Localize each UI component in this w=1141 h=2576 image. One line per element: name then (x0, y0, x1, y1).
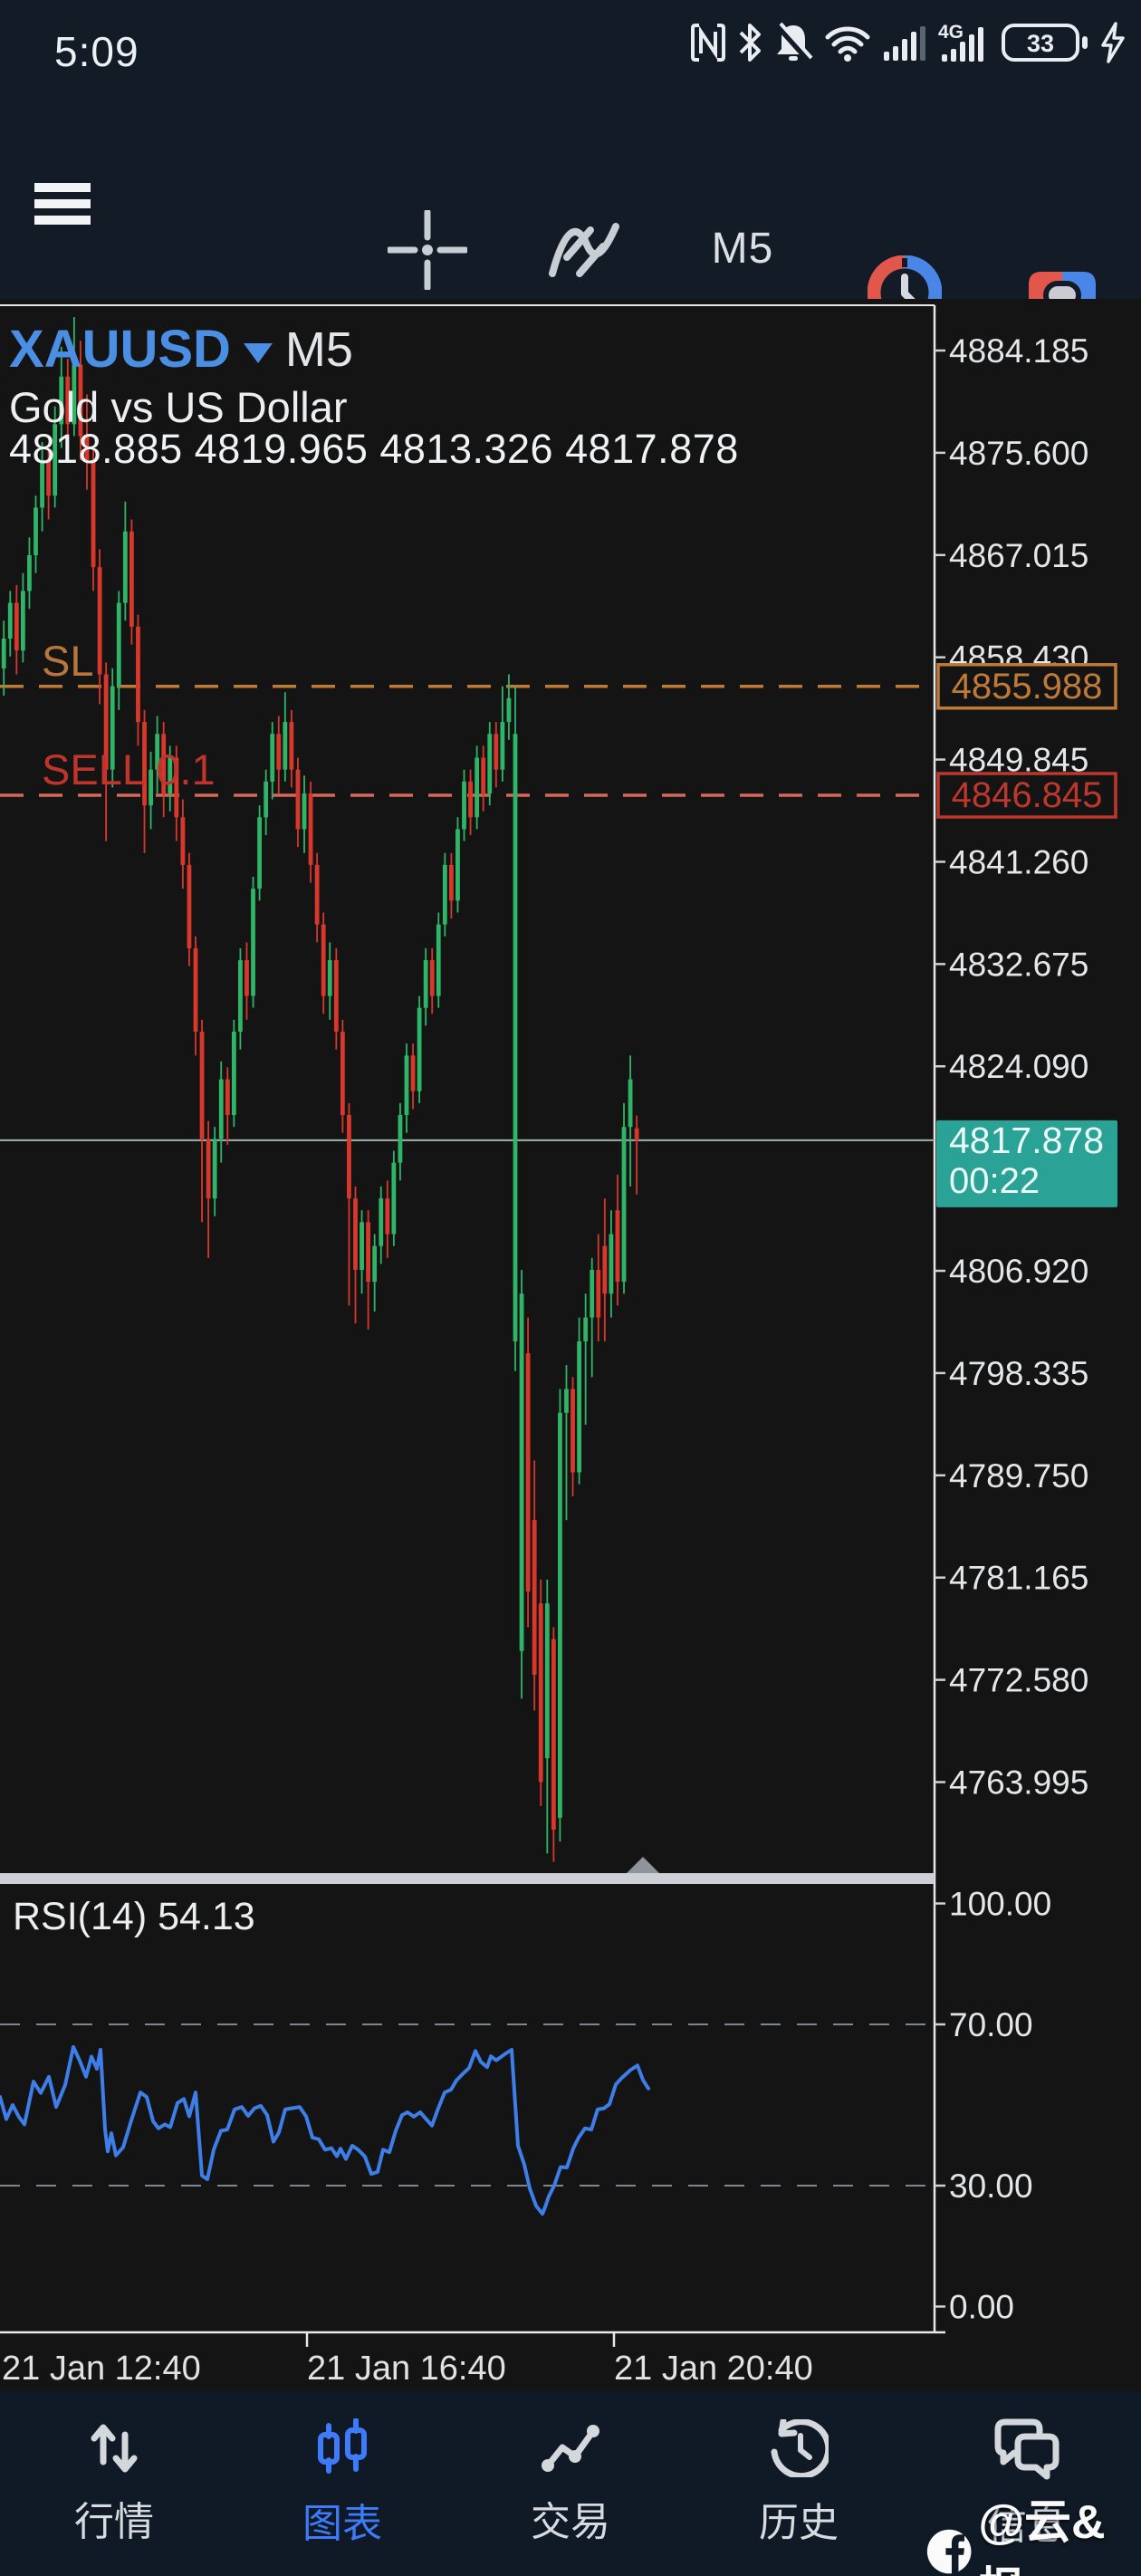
bluetooth-icon (737, 22, 762, 68)
svg-text:0.00: 0.00 (949, 2289, 1014, 2326)
quotes-icon (91, 2424, 138, 2473)
mute-icon (773, 22, 813, 68)
svg-text:4772.580: 4772.580 (949, 1662, 1088, 1699)
chart-region: 4884.185 4875.600 4867.015 4858.430 4849.845… (0, 299, 1141, 2391)
svg-text:4867.015: 4867.015 (949, 537, 1088, 574)
nav-label: 行情 (74, 2500, 154, 2544)
svg-text:4781.165: 4781.165 (949, 1560, 1088, 1597)
battery-icon: 33 (1002, 22, 1088, 68)
svg-text:21 Jan 16:40: 21 Jan 16:40 (307, 2350, 506, 2388)
svg-text:100.00: 100.00 (949, 1886, 1051, 1923)
history-icon (771, 2419, 829, 2477)
nav-label: 图表 (302, 2502, 382, 2546)
nav-item-charts[interactable]: 图表 (228, 2391, 456, 2576)
crosshair-icon[interactable] (388, 210, 467, 290)
svg-text:4817.878: 4817.878 (949, 1120, 1104, 1161)
price-chart[interactable]: 4884.1854875.6004867.0154858.4304849.845… (0, 299, 1141, 2391)
messages-icon (994, 2418, 1060, 2480)
svg-text:33: 33 (1027, 30, 1054, 57)
svg-text:4855.988: 4855.988 (952, 667, 1103, 706)
status-bar: 5:09 (0, 0, 1141, 82)
nfc-icon (690, 23, 726, 67)
clock-text: 5:09 (54, 28, 139, 75)
indicators-icon[interactable] (545, 214, 623, 286)
svg-text:4789.750: 4789.750 (949, 1457, 1088, 1495)
chart-toolbar: M5 (0, 82, 1141, 330)
svg-text:00:22: 00:22 (949, 1161, 1040, 1201)
svg-text:4763.995: 4763.995 (949, 1764, 1088, 1801)
nav-label: 信息 (987, 2504, 1067, 2548)
watermark-text: @云&枫 (978, 2496, 1106, 2576)
svg-text:4806.920: 4806.920 (949, 1253, 1088, 1290)
nav-item-trade[interactable]: 交易 (456, 2391, 685, 2576)
charging-icon (1099, 22, 1127, 68)
svg-text:70.00: 70.00 (949, 2006, 1033, 2043)
timeframe-label: M5 (711, 224, 774, 273)
nav-item-history[interactable]: 历史 (685, 2391, 913, 2576)
svg-text:4875.600: 4875.600 (949, 435, 1088, 472)
svg-text:21 Jan 20:40: 21 Jan 20:40 (614, 2350, 813, 2388)
nav-label: 历史 (759, 2501, 839, 2545)
nav-item-quotes[interactable]: 行情 (0, 2391, 228, 2576)
status-icons: 4G 33 (690, 22, 1127, 68)
svg-text:4824.090: 4824.090 (949, 1048, 1088, 1085)
svg-text:4884.185: 4884.185 (949, 332, 1088, 370)
wifi-icon (824, 23, 871, 67)
4g-signal-icon: 4G (938, 22, 991, 68)
timeframe-button[interactable]: M5 (699, 219, 786, 277)
facebook-icon (926, 2529, 972, 2574)
menu-icon[interactable] (34, 183, 91, 225)
watermark: @云&枫 (925, 2484, 1141, 2576)
signal-icon (882, 23, 927, 67)
nav-label: 交易 (531, 2500, 610, 2544)
charts-icon (318, 2418, 367, 2474)
svg-text:4832.675: 4832.675 (949, 946, 1088, 983)
svg-text:30.00: 30.00 (949, 2167, 1033, 2205)
svg-text:21 Jan 12:40: 21 Jan 12:40 (2, 2350, 201, 2388)
trade-icon (542, 2425, 599, 2472)
svg-text:4846.845: 4846.845 (952, 775, 1103, 815)
svg-text:4G: 4G (938, 22, 964, 43)
svg-text:4841.260: 4841.260 (949, 843, 1088, 880)
svg-text:4798.335: 4798.335 (949, 1355, 1088, 1392)
nav-item-messages[interactable]: 信息 (913, 2391, 1141, 2576)
